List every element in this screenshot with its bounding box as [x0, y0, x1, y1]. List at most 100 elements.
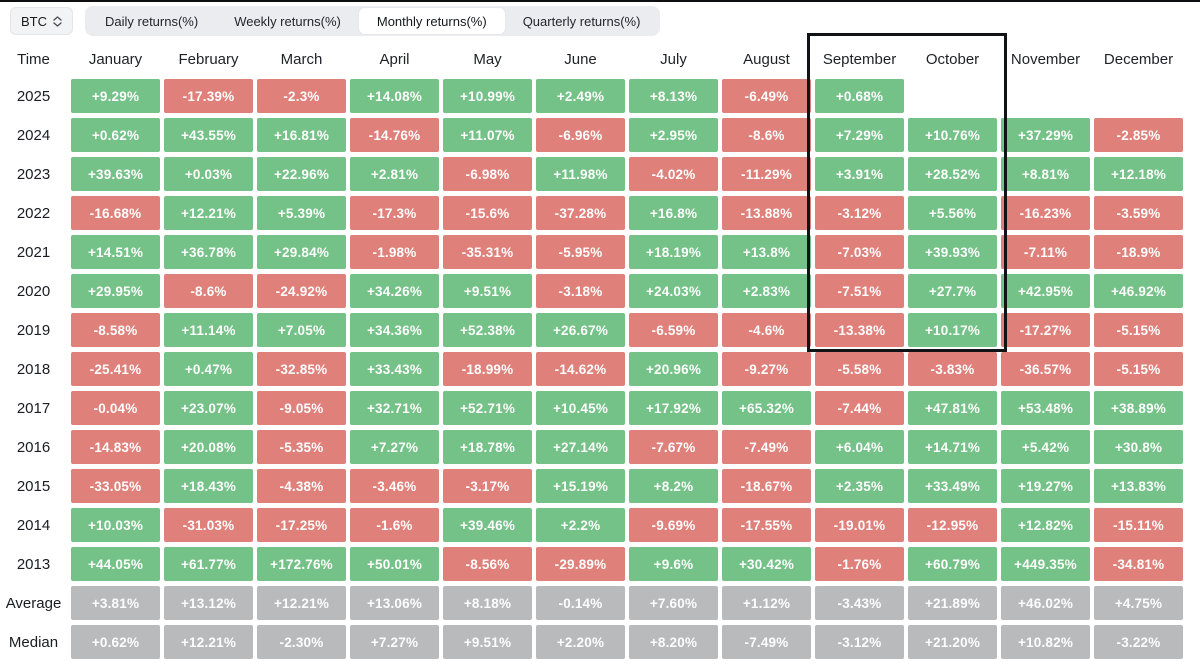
return-cell: +50.01%: [350, 547, 439, 581]
return-cell: -9.27%: [722, 352, 811, 386]
return-cell: -9.69%: [629, 508, 718, 542]
return-cell: +5.42%: [1001, 430, 1090, 464]
return-cell: +33.43%: [350, 352, 439, 386]
return-cell: +52.71%: [443, 391, 532, 425]
return-cell: +18.19%: [629, 235, 718, 269]
return-cell: +16.81%: [257, 118, 346, 152]
return-cell: -7.51%: [815, 274, 904, 308]
coin-selector[interactable]: BTC: [10, 7, 73, 35]
tab-quarterly-returns[interactable]: Quarterly returns(%): [522, 13, 641, 29]
return-cell: +1.12%: [722, 586, 811, 620]
return-cell: -15.6%: [443, 196, 532, 230]
return-cell: +14.51%: [71, 235, 160, 269]
return-cell: -29.89%: [536, 547, 625, 581]
return-cell: -5.15%: [1094, 352, 1183, 386]
return-cell: +17.92%: [629, 391, 718, 425]
return-cell: +13.06%: [350, 586, 439, 620]
return-cell: +19.27%: [1001, 469, 1090, 503]
return-cell: +27.7%: [908, 274, 997, 308]
return-cell: +52.38%: [443, 313, 532, 347]
return-cell: -18.67%: [722, 469, 811, 503]
return-cell: +21.89%: [908, 586, 997, 620]
column-header-month: December: [1103, 50, 1174, 68]
return-cell: +34.26%: [350, 274, 439, 308]
row-label: 2020: [16, 282, 51, 300]
tab-weekly-returns[interactable]: Weekly returns(%): [234, 13, 341, 29]
return-cell: +12.21%: [164, 196, 253, 230]
return-cell: +30.42%: [722, 547, 811, 581]
row-label: 2017: [16, 399, 51, 417]
return-cell: +30.8%: [1094, 430, 1183, 464]
return-cell: +10.03%: [71, 508, 160, 542]
return-cell: -16.23%: [1001, 196, 1090, 230]
return-cell: -1.76%: [815, 547, 904, 581]
return-cell: -3.12%: [815, 196, 904, 230]
return-cell: +37.29%: [1001, 118, 1090, 152]
return-cell: -17.39%: [164, 79, 253, 113]
column-header-month: January: [88, 50, 143, 68]
return-cell: +29.95%: [71, 274, 160, 308]
return-cell: +9.51%: [443, 274, 532, 308]
return-cell: +47.81%: [908, 391, 997, 425]
toolbar: BTC Daily returns(%) Weekly returns(%) M…: [10, 6, 661, 36]
return-cell: +38.89%: [1094, 391, 1183, 425]
return-cell: -8.58%: [71, 313, 160, 347]
return-cell: +8.2%: [629, 469, 718, 503]
return-cell: +2.81%: [350, 157, 439, 191]
return-cell: -31.03%: [164, 508, 253, 542]
return-cell: +44.05%: [71, 547, 160, 581]
return-cell: +0.03%: [164, 157, 253, 191]
tab-daily-returns[interactable]: Daily returns(%): [105, 13, 199, 29]
row-label: 2021: [16, 243, 51, 261]
return-cell: +18.43%: [164, 469, 253, 503]
return-cell: -4.02%: [629, 157, 718, 191]
return-cell: +33.49%: [908, 469, 997, 503]
return-cell: -8.6%: [722, 118, 811, 152]
return-cell: +43.55%: [164, 118, 253, 152]
return-cell: -14.83%: [71, 430, 160, 464]
return-cell: +0.62%: [71, 118, 160, 152]
updown-chevrons-icon: [53, 15, 62, 27]
return-cell: +34.36%: [350, 313, 439, 347]
return-cell: -1.98%: [350, 235, 439, 269]
return-cell: +10.17%: [908, 313, 997, 347]
return-cell: -35.31%: [443, 235, 532, 269]
return-cell: -17.25%: [257, 508, 346, 542]
return-cell: +20.08%: [164, 430, 253, 464]
return-cell: +36.78%: [164, 235, 253, 269]
return-cell: -5.35%: [257, 430, 346, 464]
return-cell: -4.6%: [722, 313, 811, 347]
return-cell: +7.60%: [629, 586, 718, 620]
return-cell: -14.62%: [536, 352, 625, 386]
return-cell: -3.17%: [443, 469, 532, 503]
return-cell: -25.41%: [71, 352, 160, 386]
return-cell: -36.57%: [1001, 352, 1090, 386]
return-cell: +61.77%: [164, 547, 253, 581]
return-cell: -0.04%: [71, 391, 160, 425]
return-cell: -1.6%: [350, 508, 439, 542]
return-cell: -18.9%: [1094, 235, 1183, 269]
return-cell: -32.85%: [257, 352, 346, 386]
return-cell: +12.21%: [164, 625, 253, 659]
return-cell: -8.6%: [164, 274, 253, 308]
column-header-month: February: [178, 50, 239, 68]
return-cell: -16.68%: [71, 196, 160, 230]
return-cell: +15.19%: [536, 469, 625, 503]
return-cell: +8.20%: [629, 625, 718, 659]
coin-label: BTC: [21, 13, 47, 29]
return-cell: +16.8%: [629, 196, 718, 230]
row-label: 2025: [16, 87, 51, 105]
return-cell: +7.27%: [350, 430, 439, 464]
return-cell: -17.55%: [722, 508, 811, 542]
return-cell: -33.05%: [71, 469, 160, 503]
return-cell: [1094, 79, 1183, 113]
return-cell: +21.20%: [908, 625, 997, 659]
return-cell: +2.20%: [536, 625, 625, 659]
return-cell: -7.49%: [722, 430, 811, 464]
return-cell: -3.43%: [815, 586, 904, 620]
return-cell: +39.93%: [908, 235, 997, 269]
row-label: Average: [5, 594, 62, 612]
return-cell: +39.46%: [443, 508, 532, 542]
tab-monthly-returns[interactable]: Monthly returns(%): [358, 8, 505, 34]
return-cell: -5.15%: [1094, 313, 1183, 347]
